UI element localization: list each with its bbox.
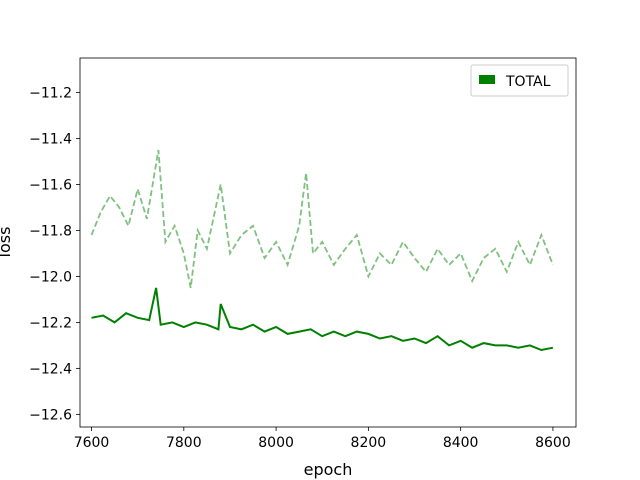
y-tick-label: −11.4	[29, 131, 72, 147]
x-tick-label: 7800	[166, 435, 202, 451]
x-tick-label: 8400	[443, 435, 479, 451]
legend: TOTAL	[470, 64, 569, 97]
series-line-dashed	[90, 149, 554, 289]
x-tick-label: 7600	[74, 435, 110, 451]
x-axis-label: epoch	[304, 460, 353, 479]
y-tick-label: −12.4	[29, 361, 72, 377]
legend-frame	[470, 64, 569, 97]
series-line-total	[91, 287, 554, 352]
y-tick-label: −11.8	[29, 223, 72, 239]
y-tick-label: −11.6	[29, 177, 72, 193]
legend-swatch	[479, 75, 495, 84]
legend-label: TOTAL	[505, 74, 551, 90]
y-tick-label: −12.2	[29, 315, 72, 331]
plot-frame	[79, 57, 577, 428]
x-tick-label: 8000	[258, 435, 294, 451]
y-tick-label: −12.6	[29, 407, 72, 423]
y-tick-label: −12.0	[29, 269, 72, 285]
y-axis-label: loss	[0, 227, 14, 258]
x-tick-label: 8600	[535, 435, 571, 451]
x-tick-label: 8200	[351, 435, 387, 451]
y-tick-label: −11.2	[29, 85, 72, 101]
